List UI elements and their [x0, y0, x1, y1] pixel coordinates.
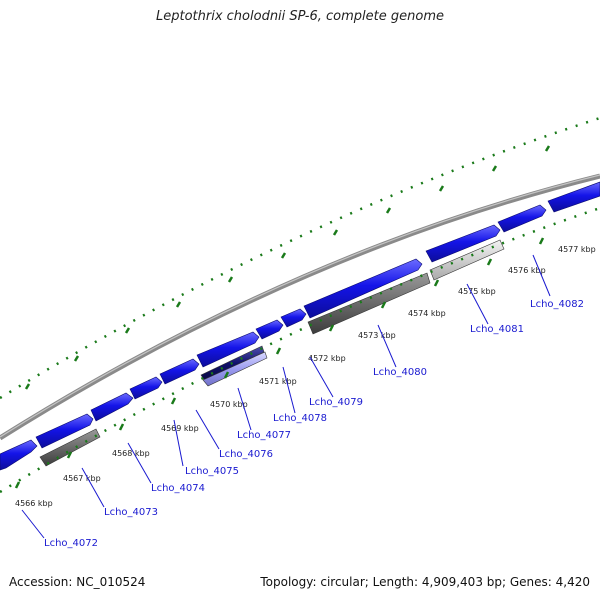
gene-label[interactable]: Lcho_4081	[470, 324, 524, 335]
scale-label: 4566 kbp	[15, 499, 53, 508]
gene-label[interactable]: Lcho_4078	[273, 413, 327, 424]
topology-text: Topology: circular; Length: 4,909,403 bp…	[260, 575, 590, 589]
gene-label[interactable]: Lcho_4079	[309, 397, 363, 408]
gene-arrow	[159, 358, 200, 385]
gene-label[interactable]: Lcho_4073	[104, 507, 158, 518]
gene-arrow	[255, 319, 284, 340]
scale-label: 4570 kbp	[210, 400, 248, 409]
gene-label[interactable]: Lcho_4075	[185, 466, 239, 477]
gene-labels: Lcho_4072 Lcho_4073 Lcho_4074 Lcho_4075 …	[44, 299, 584, 549]
gene-label[interactable]: Lcho_4076	[219, 449, 273, 460]
gene-label[interactable]: Lcho_4074	[151, 483, 205, 494]
scale-label: 4572 kbp	[308, 354, 346, 363]
scale-label: 4577 kbp	[558, 245, 596, 254]
outer-major-ticks	[24, 145, 551, 390]
gene-label[interactable]: Lcho_4077	[237, 430, 291, 441]
scale-label: 4569 kbp	[161, 424, 199, 433]
map-title: Leptothrix cholodnii SP-6, complete geno…	[156, 9, 444, 24]
gene-arrow	[307, 272, 431, 335]
scale-label: 4576 kbp	[508, 266, 546, 275]
gene-arrow	[497, 204, 547, 233]
scale-label: 4571 kbp	[259, 377, 297, 386]
scale-label: 4567 kbp	[63, 474, 101, 483]
outer-scale-ring	[0, 116, 600, 400]
gene-arrow	[202, 351, 268, 387]
gene-arrow	[35, 413, 94, 449]
scale-label: 4573 kbp	[358, 331, 396, 340]
gene-arrow	[39, 428, 101, 467]
gene-arrow	[425, 224, 501, 263]
scale-label: 4568 kbp	[112, 449, 150, 458]
scale-label: 4575 kbp	[458, 287, 496, 296]
genome-backbone	[0, 173, 600, 441]
gene-arrow	[547, 181, 600, 213]
scale-labels: 4566 kbp 4567 kbp 4568 kbp 4569 kbp 4570…	[15, 245, 596, 508]
gene-leader-lines	[21, 254, 551, 539]
gene-arrow	[196, 331, 260, 368]
gene-arrow	[429, 239, 505, 281]
gene-arrow	[280, 308, 307, 328]
gene-arrow	[90, 392, 134, 422]
gene-arrow	[0, 439, 38, 471]
gene-arrow	[129, 376, 163, 400]
accession-text: Accession: NC_010524	[9, 575, 146, 589]
scale-label: 4574 kbp	[408, 309, 446, 318]
gene-label[interactable]: Lcho_4080	[373, 367, 427, 378]
inner-major-ticks	[14, 237, 545, 489]
gene-label[interactable]: Lcho_4072	[44, 538, 98, 549]
gene-arrow	[303, 258, 423, 319]
gene-label[interactable]: Lcho_4082	[530, 299, 584, 310]
forward-genes	[0, 181, 600, 471]
inner-scale-ring	[0, 206, 600, 494]
